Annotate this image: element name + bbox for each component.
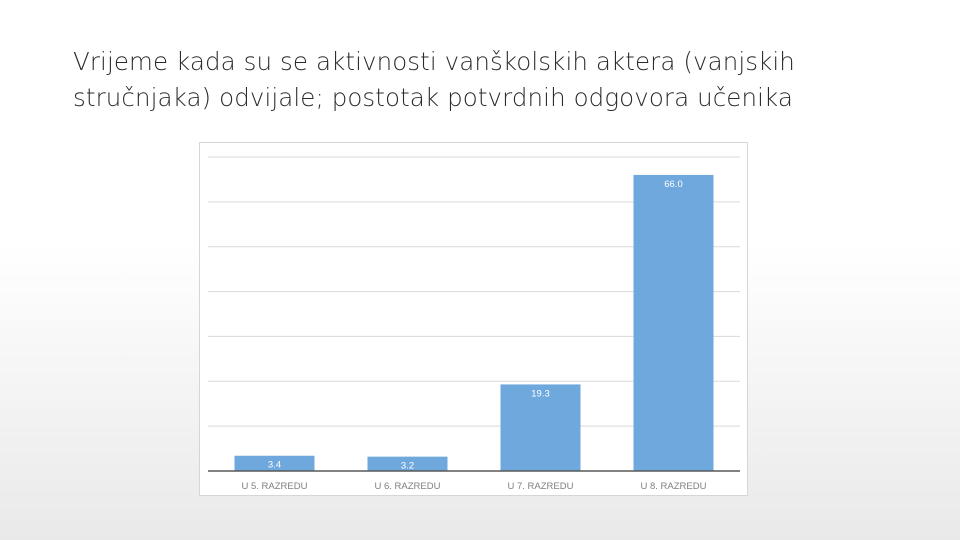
data-label: 66.0 <box>664 179 683 190</box>
bar <box>367 456 448 471</box>
data-label: 3.2 <box>401 461 414 472</box>
category-label: U 5. RAZREDU <box>242 481 308 492</box>
bar-chart: 3.4 U 5. RAZREDU 3.2 U 6. RAZREDU 19.3 U 7. R… <box>199 142 748 496</box>
category-label: U 6. RAZREDU <box>375 481 441 492</box>
category-label: U 7. RAZREDU <box>508 481 574 492</box>
bar-chart-svg: 3.4 U 5. RAZREDU 3.2 U 6. RAZREDU 19.3 U 7. R… <box>208 156 740 492</box>
slide-title: Vrijeme kada su se aktivnosti vanškolski… <box>73 47 795 112</box>
data-label: 19.3 <box>531 388 550 399</box>
bar <box>633 174 714 471</box>
bar <box>234 455 315 471</box>
bar <box>500 384 581 471</box>
data-label: 3.4 <box>268 460 281 471</box>
category-label: U 8. RAZREDU <box>641 481 707 492</box>
